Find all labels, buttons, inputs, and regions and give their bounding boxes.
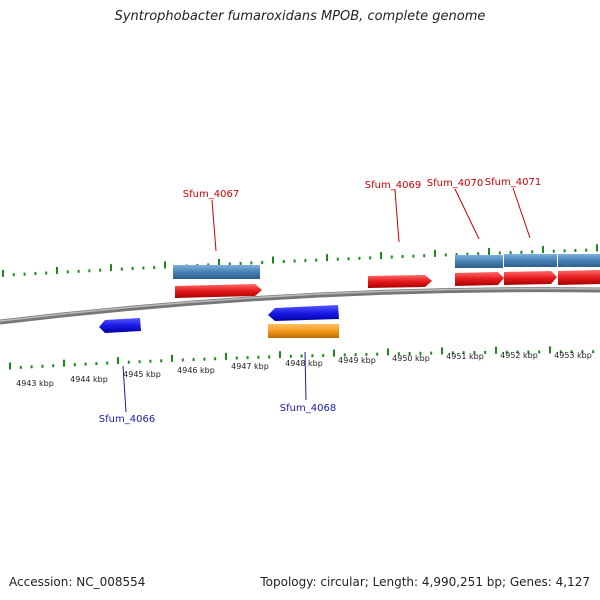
cds-feature[interactable] bbox=[504, 271, 557, 285]
tick-label: 4943 kbp bbox=[16, 379, 54, 388]
tick-row-inner bbox=[9, 346, 595, 370]
gene-feature[interactable] bbox=[455, 255, 503, 268]
gene-feature[interactable] bbox=[504, 254, 557, 267]
cds-feature[interactable] bbox=[368, 275, 432, 288]
gene-feature[interactable] bbox=[558, 254, 600, 267]
gene-feature[interactable] bbox=[173, 265, 260, 279]
tick-labels: 4943 kbp 4944 kbp 4945 kbp 4946 kbp 4947… bbox=[16, 351, 592, 388]
genome-backbone bbox=[0, 287, 600, 325]
tick-label: 4946 kbp bbox=[177, 366, 215, 375]
tick-label: 4944 kbp bbox=[70, 375, 108, 384]
tick-label: 4949 kbp bbox=[338, 356, 376, 365]
tick-label: 4951 kbp bbox=[446, 352, 484, 361]
tick-label: 4948 kbp bbox=[285, 359, 323, 368]
tick-row-outer bbox=[2, 244, 598, 277]
cds-feature[interactable] bbox=[175, 284, 262, 298]
tick-label: 4945 kbp bbox=[123, 370, 161, 379]
accession-text: Accession: NC_008554 bbox=[9, 575, 146, 589]
tick-label: 4953 kbp bbox=[554, 351, 592, 360]
map-title: Syntrophobacter fumaroxidans MPOB, compl… bbox=[114, 9, 486, 24]
cds-feature[interactable] bbox=[455, 272, 504, 286]
genome-backbone-highlight bbox=[0, 287, 600, 322]
rna-feature[interactable] bbox=[268, 324, 339, 338]
cds-feature[interactable] bbox=[558, 270, 600, 285]
gene-label: Sfum_4068 bbox=[280, 403, 336, 414]
tick-label: 4947 kbp bbox=[231, 362, 269, 371]
reverse-strand-features bbox=[99, 305, 339, 338]
forward-strand-features bbox=[173, 254, 600, 298]
gene-label: Sfum_4066 bbox=[99, 414, 155, 425]
label-leaders bbox=[122, 187, 531, 413]
cds-feature[interactable] bbox=[268, 305, 339, 321]
genome-summary-text: Topology: circular; Length: 4,990,251 bp… bbox=[260, 575, 590, 589]
gene-label: Sfum_4069 bbox=[365, 180, 421, 191]
gene-label: Sfum_4070 bbox=[427, 178, 483, 189]
tick-label: 4952 kbp bbox=[500, 351, 538, 360]
gene-label: Sfum_4071 bbox=[485, 177, 541, 188]
gene-label: Sfum_4067 bbox=[183, 189, 239, 200]
tick-label: 4950 kbp bbox=[392, 354, 430, 363]
cds-feature[interactable] bbox=[99, 318, 141, 333]
